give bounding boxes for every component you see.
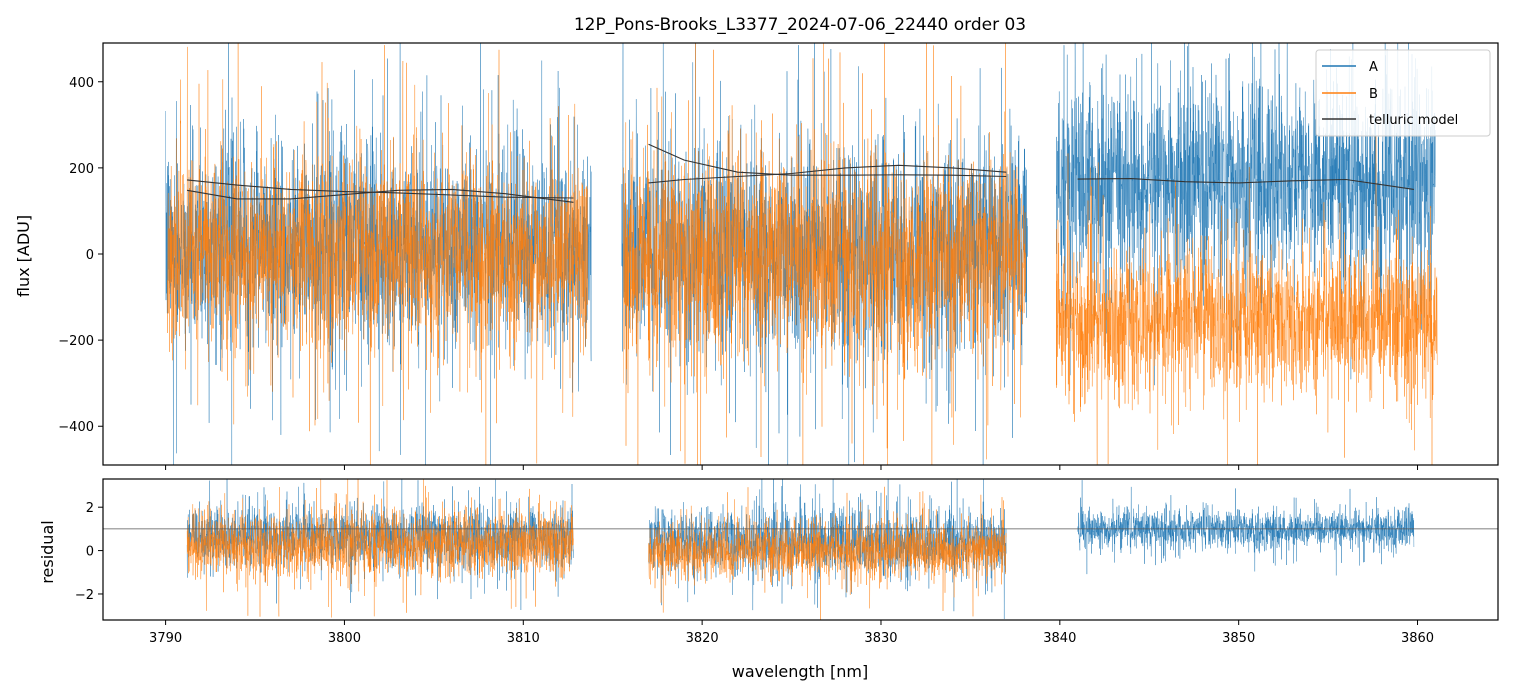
x-tick-label-3820: 3820 — [686, 631, 719, 646]
top-y-tick-label-400: 400 — [69, 76, 94, 91]
bottom-y-tick-label--2: −2 — [75, 588, 94, 603]
x-tick-label-3840: 3840 — [1043, 631, 1076, 646]
bottom-panel: 3790 3800 3810 3820 3830 3840 3850 3860 −2 0 2 res… — [38, 478, 1499, 681]
legend-box — [1315, 49, 1491, 137]
x-tick-label-3800: 3800 — [328, 631, 361, 646]
telluric-model-curve-3 — [648, 143, 1007, 178]
bottom-axis-ticks: 3790 3800 3810 3820 3830 3840 3850 3860 −2 0 2 — [75, 501, 1434, 646]
legend-a-label: A — [1369, 60, 1378, 75]
top-panel: −400 −200 0 200 400 flux [ADU] A B telluric … — [14, 42, 1499, 470]
telluric-model-curve-5 — [1077, 178, 1414, 190]
top-series-a-segment-3 — [1056, 43, 1436, 386]
x-axis-label: wavelength [nm] — [732, 662, 869, 681]
bottom-y-tick-label-0: 0 — [86, 545, 94, 560]
x-tick-label-3790: 3790 — [149, 631, 182, 646]
legend-b-label: B — [1369, 87, 1378, 102]
bottom-plot-area — [103, 479, 1498, 620]
telluric-model-curve-2 — [187, 188, 574, 203]
top-axis-ticks: −400 −200 0 200 400 — [58, 76, 1419, 470]
top-y-tick-label-0: 0 — [86, 248, 94, 263]
top-y-tick-label-200: 200 — [69, 162, 94, 177]
bottom-series-a-segment-3 — [1077, 480, 1415, 576]
chart-title: 12P_Pons-Brooks_L3377_2024-07-06_22440 o… — [574, 15, 1026, 35]
top-y-axis-label: flux [ADU] — [14, 215, 33, 297]
x-tick-label-3830: 3830 — [864, 631, 897, 646]
bottom-y-tick-label-2: 2 — [86, 501, 94, 516]
x-tick-label-3810: 3810 — [507, 631, 540, 646]
telluric-model-curve-4 — [648, 164, 1007, 184]
legend-telluric-label: telluric model — [1369, 113, 1458, 128]
top-series-b-segment-3 — [1056, 136, 1438, 465]
legend: A B telluric model — [1315, 49, 1491, 137]
x-tick-label-3850: 3850 — [1222, 631, 1255, 646]
top-y-tick-label--200: −200 — [58, 334, 94, 349]
top-series-b-segment-2 — [623, 43, 1027, 465]
bottom-series-b-segment-2 — [648, 486, 1007, 620]
top-plot-area — [165, 43, 1438, 465]
top-series-b-segment-1 — [167, 43, 588, 465]
bottom-series-b-segment-1 — [186, 479, 574, 618]
bottom-axes-frame — [102, 478, 1499, 621]
top-y-tick-label--400: −400 — [58, 420, 94, 435]
bottom-y-axis-label: residual — [38, 520, 57, 583]
x-tick-label-3860: 3860 — [1401, 631, 1434, 646]
